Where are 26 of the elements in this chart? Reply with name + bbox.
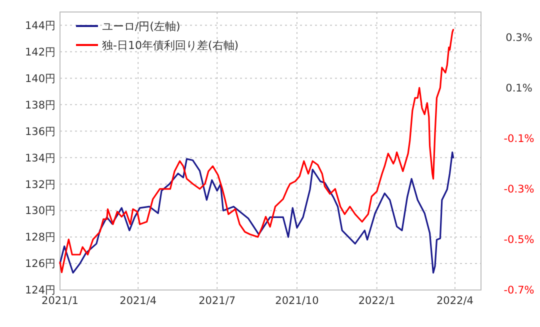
y-tick-label: 140円 <box>24 72 56 85</box>
x-tick-label: 2022/4 <box>436 295 474 307</box>
y-tick-label: 142円 <box>24 46 56 58</box>
y2-tick-label: -0.5% <box>504 234 534 246</box>
legend-label: ユーロ/円(左軸) <box>102 20 180 33</box>
x-tick-label: 2021/10 <box>275 295 319 307</box>
y2-tick-label: 0.3% <box>506 32 532 44</box>
x-tick-label: 2021/7 <box>198 295 236 307</box>
x-tick-label: 2021/1 <box>42 295 78 307</box>
y-tick-label: 124円 <box>24 284 56 297</box>
y-tick-label: 130円 <box>24 205 56 218</box>
x-tick-label: 2022/1 <box>358 295 396 307</box>
y-tick-label: 132円 <box>24 178 56 191</box>
y-tick-label: 134円 <box>24 152 56 164</box>
y2-tick-label: -0.1% <box>504 133 534 146</box>
y-tick-label: 144円 <box>24 20 56 32</box>
y2-tick-label: -0.3% <box>504 184 534 196</box>
y-tick-label: 126円 <box>24 258 56 270</box>
x-tick-label: 2021/4 <box>120 295 157 307</box>
legend-label: 独-日10年債利回り差(右軸) <box>102 38 239 52</box>
y2-tick-label: 0.1% <box>506 82 532 94</box>
y-tick-label: 138円 <box>24 99 56 112</box>
y2-tick-label: -0.7% <box>504 284 534 297</box>
y-tick-label: 136円 <box>24 126 56 138</box>
y-tick-label: 128円 <box>24 232 56 244</box>
line-series <box>59 152 454 274</box>
